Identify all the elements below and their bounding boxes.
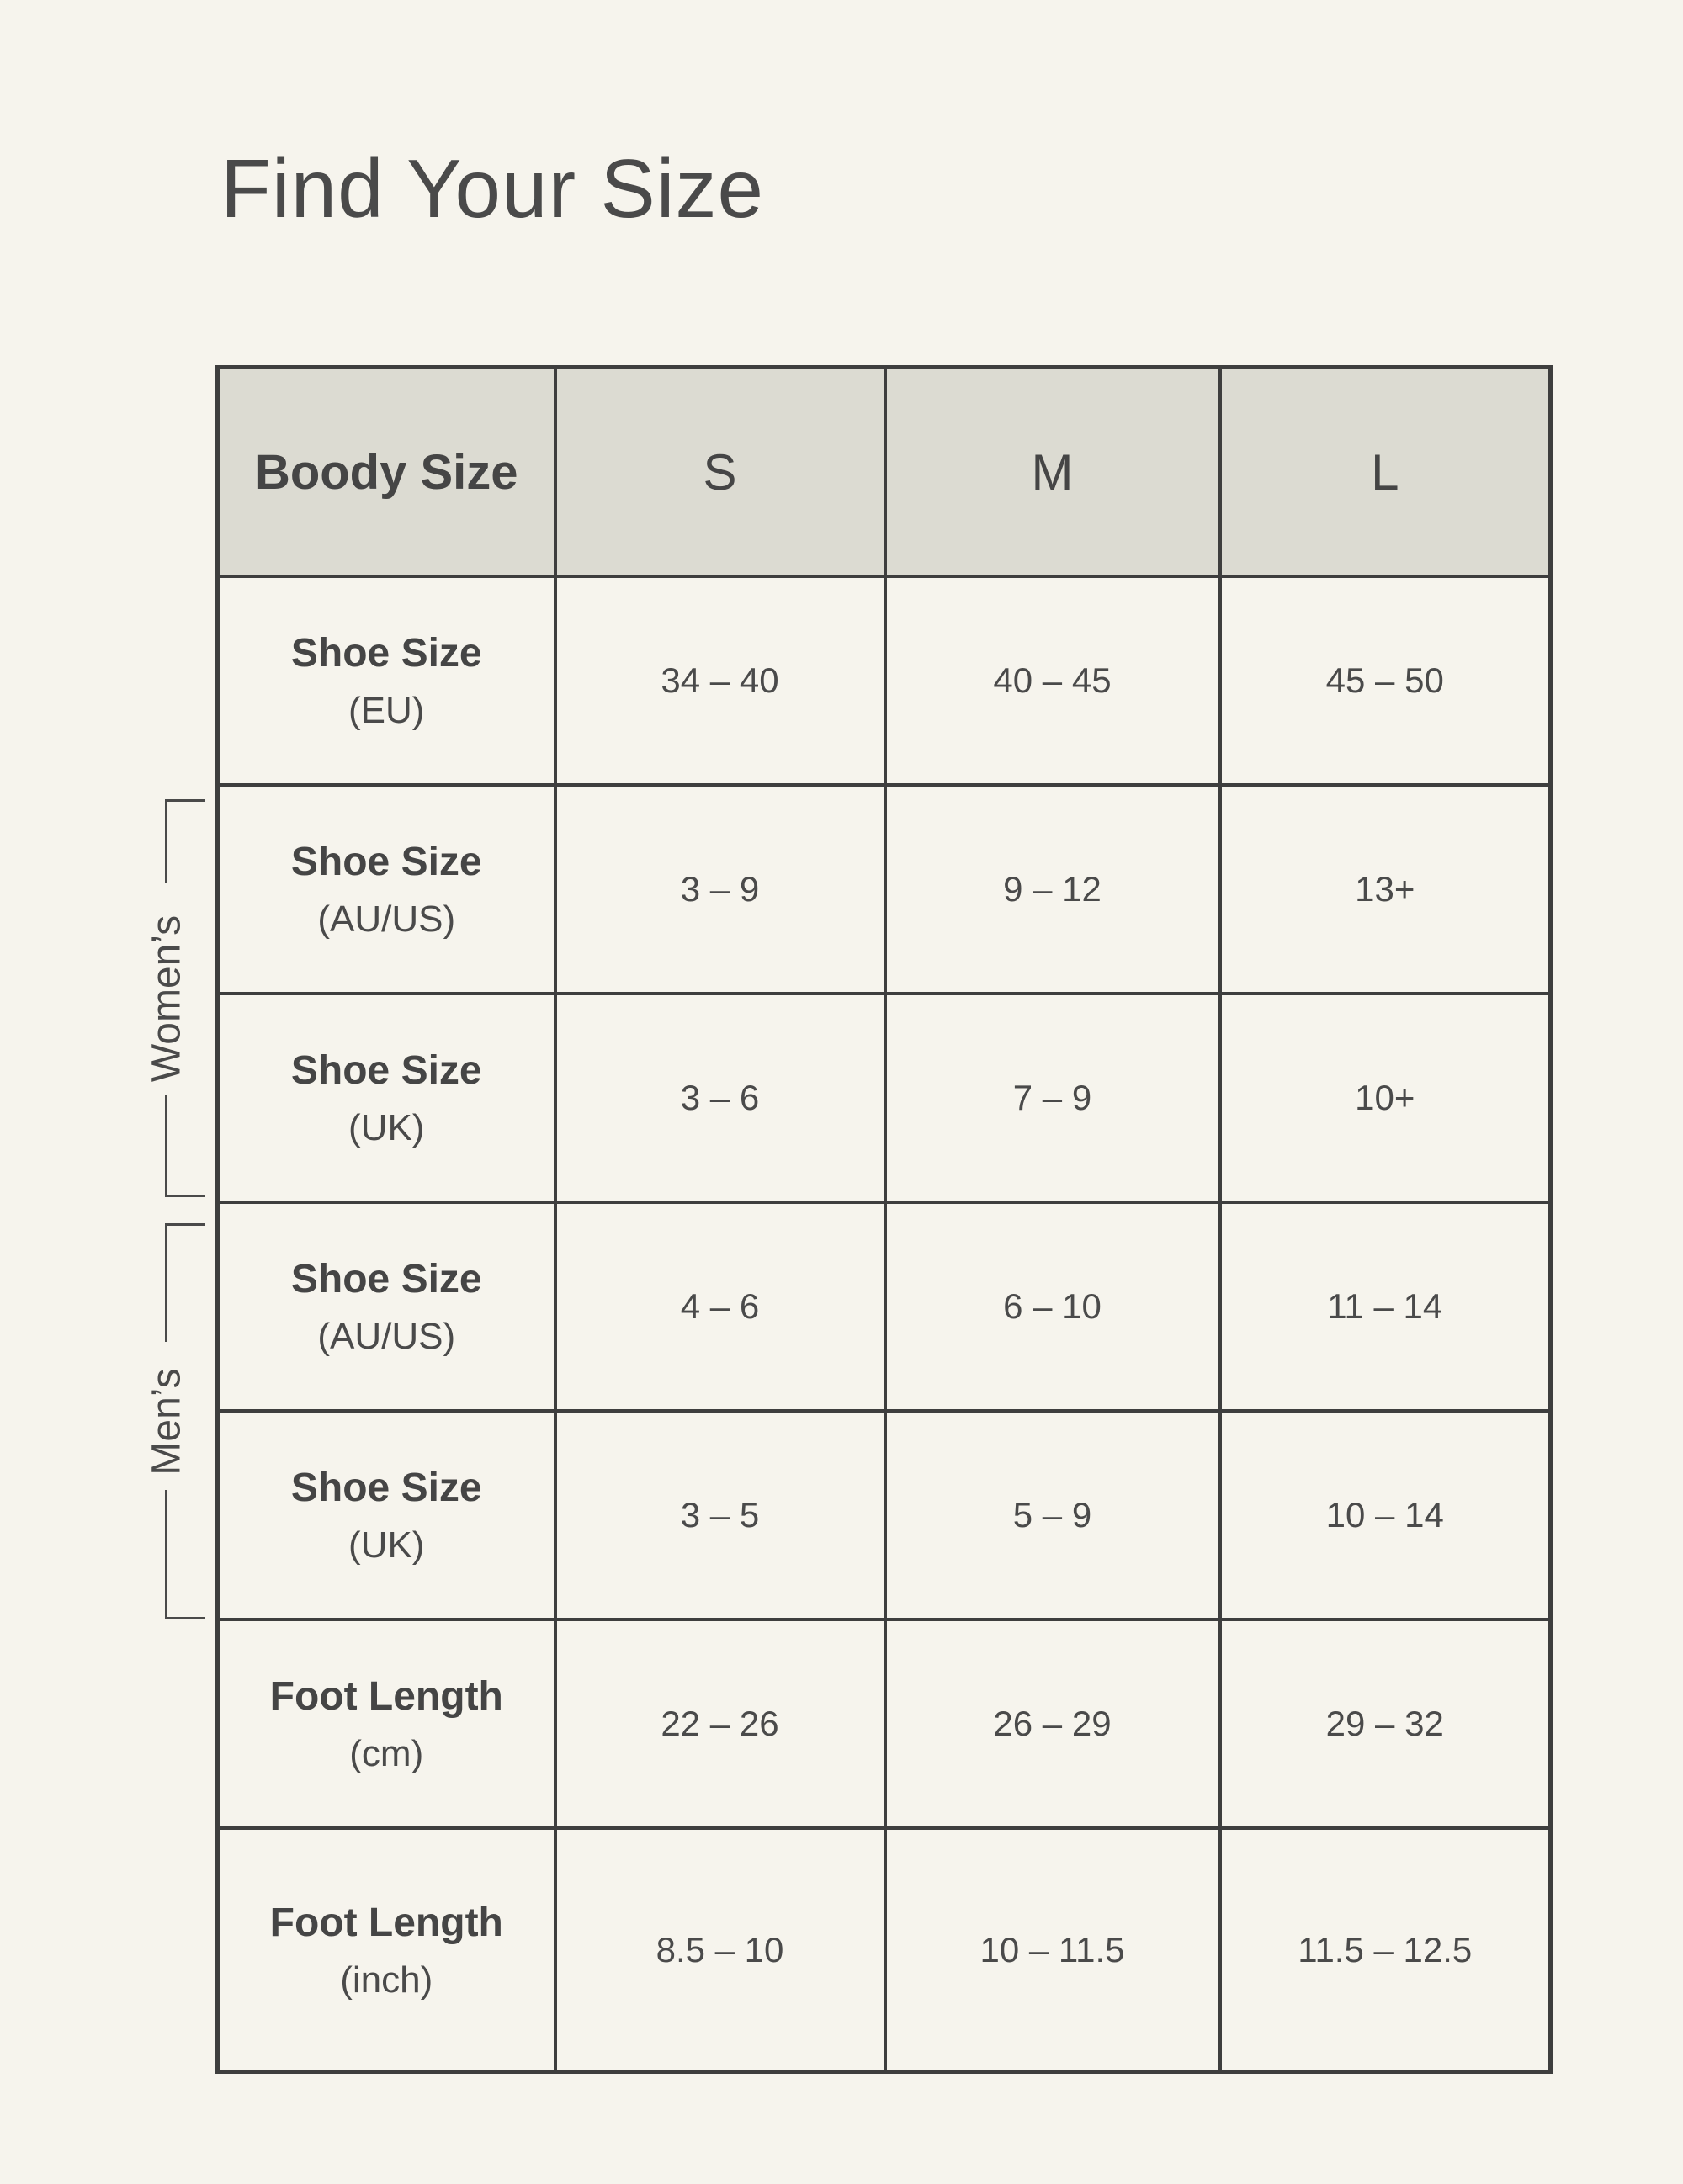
page-title: Find Your Size [220, 142, 764, 235]
value-cell: 10+ [1218, 992, 1553, 1204]
cell-value: 7 – 9 [1012, 1078, 1092, 1117]
row-label-cell: Shoe Size (UK) [215, 1409, 557, 1621]
cell-value: 13+ [1355, 869, 1415, 909]
cell-value: 9 – 12 [1003, 869, 1102, 909]
bracket-line-segment [165, 1490, 167, 1619]
bracket-line-segment [165, 1223, 167, 1342]
value-cell: 3 – 5 [553, 1409, 887, 1621]
value-cell: 7 – 9 [883, 992, 1222, 1204]
table-row-mens-shoe-size-uk: Shoe Size (UK) 3 – 5 5 – 9 10 – 14 [215, 1409, 1553, 1621]
row-label-unit: (inch) [340, 1959, 433, 2001]
value-cell: 10 – 11.5 [883, 1826, 1222, 2074]
value-cell: 3 – 6 [553, 992, 887, 1204]
cell-value: 22 – 26 [661, 1704, 779, 1743]
value-cell: 11 – 14 [1218, 1201, 1553, 1413]
header-cell-size-l: L [1218, 365, 1553, 578]
row-label-cell: Shoe Size (AU/US) [215, 783, 557, 995]
size-m-label: M [1031, 443, 1074, 501]
table-row-shoe-size-eu: Shoe Size (EU) 34 – 40 40 – 45 45 – 50 [215, 575, 1553, 787]
bracket-tick-top [165, 799, 205, 802]
cell-value: 10+ [1355, 1078, 1415, 1117]
cell-value: 11.5 – 12.5 [1298, 1929, 1473, 1969]
cell-value: 34 – 40 [661, 660, 779, 700]
value-cell: 13+ [1218, 783, 1553, 995]
header-cell-boody-size: Boody Size [215, 365, 557, 578]
row-label-unit: (UK) [348, 1107, 425, 1149]
value-cell: 34 – 40 [553, 575, 887, 787]
header-cell-size-m: M [883, 365, 1222, 578]
row-label-cell: Shoe Size (AU/US) [215, 1201, 557, 1413]
table-row-womens-shoe-size-auus: Shoe Size (AU/US) 3 – 9 9 – 12 13+ [215, 783, 1553, 995]
bracket-tick-bottom [165, 1195, 205, 1197]
row-label: Shoe Size [290, 1466, 482, 1511]
value-cell: 8.5 – 10 [553, 1826, 887, 2074]
row-label-unit: (cm) [349, 1733, 424, 1775]
value-cell: 11.5 – 12.5 [1218, 1826, 1553, 2074]
table-row-foot-length-inch: Foot Length (inch) 8.5 – 10 10 – 11.5 11… [215, 1826, 1553, 2074]
womens-group-label: Women’s [144, 914, 189, 1082]
table-row-womens-shoe-size-uk: Shoe Size (UK) 3 – 6 7 – 9 10+ [215, 992, 1553, 1204]
cell-value: 10 – 14 [1325, 1495, 1444, 1535]
value-cell: 3 – 9 [553, 783, 887, 995]
row-label-cell: Shoe Size (UK) [215, 992, 557, 1204]
size-chart-table: Boody Size S M L Shoe Size (EU) 34 – 40 … [215, 365, 1553, 2074]
table-header-row: Boody Size S M L [215, 365, 1553, 578]
row-label: Shoe Size [290, 1048, 482, 1094]
mens-group-label: Men’s [144, 1367, 189, 1476]
cell-value: 40 – 45 [993, 660, 1112, 700]
cell-value: 3 – 6 [680, 1078, 760, 1117]
row-label: Shoe Size [290, 631, 482, 676]
row-label-unit: (AU/US) [317, 1316, 456, 1358]
cell-value: 10 – 11.5 [980, 1929, 1125, 1969]
header-label: Boody Size [254, 444, 518, 500]
bracket-tick-top [165, 1223, 205, 1226]
womens-group-bracket: Women’s [145, 799, 205, 1197]
mens-group-bracket: Men’s [145, 1223, 205, 1619]
cell-value: 45 – 50 [1325, 660, 1444, 700]
value-cell: 6 – 10 [883, 1201, 1222, 1413]
value-cell: 10 – 14 [1218, 1409, 1553, 1621]
bracket-tick-bottom [165, 1617, 205, 1619]
table-row-mens-shoe-size-auus: Shoe Size (AU/US) 4 – 6 6 – 10 11 – 14 [215, 1201, 1553, 1413]
cell-value: 6 – 10 [1003, 1286, 1102, 1326]
cell-value: 5 – 9 [1012, 1495, 1092, 1535]
size-s-label: S [703, 443, 737, 501]
cell-value: 8.5 – 10 [656, 1929, 784, 1969]
cell-value: 29 – 32 [1325, 1704, 1444, 1743]
row-label-unit: (EU) [348, 690, 425, 732]
value-cell: 4 – 6 [553, 1201, 887, 1413]
value-cell: 45 – 50 [1218, 575, 1553, 787]
cell-value: 26 – 29 [993, 1704, 1112, 1743]
row-label-unit: (AU/US) [317, 899, 456, 941]
row-label-unit: (UK) [348, 1524, 425, 1566]
bracket-line-segment [165, 1095, 167, 1197]
value-cell: 40 – 45 [883, 575, 1222, 787]
row-label: Shoe Size [290, 1257, 482, 1302]
row-label: Foot Length [269, 1674, 503, 1720]
value-cell: 9 – 12 [883, 783, 1222, 995]
value-cell: 26 – 29 [883, 1618, 1222, 1830]
value-cell: 29 – 32 [1218, 1618, 1553, 1830]
value-cell: 22 – 26 [553, 1618, 887, 1830]
table-row-foot-length-cm: Foot Length (cm) 22 – 26 26 – 29 29 – 32 [215, 1618, 1553, 1830]
row-label: Foot Length [269, 1900, 503, 1945]
cell-value: 3 – 9 [680, 869, 760, 909]
row-label-cell: Foot Length (cm) [215, 1618, 557, 1830]
row-label-cell: Shoe Size (EU) [215, 575, 557, 787]
bracket-line-segment [165, 799, 167, 883]
row-label-cell: Foot Length (inch) [215, 1826, 557, 2074]
cell-value: 3 – 5 [680, 1495, 760, 1535]
value-cell: 5 – 9 [883, 1409, 1222, 1621]
row-label: Shoe Size [290, 840, 482, 885]
size-l-label: L [1371, 443, 1399, 501]
header-cell-size-s: S [553, 365, 887, 578]
cell-value: 4 – 6 [680, 1286, 760, 1326]
cell-value: 11 – 14 [1327, 1286, 1443, 1326]
